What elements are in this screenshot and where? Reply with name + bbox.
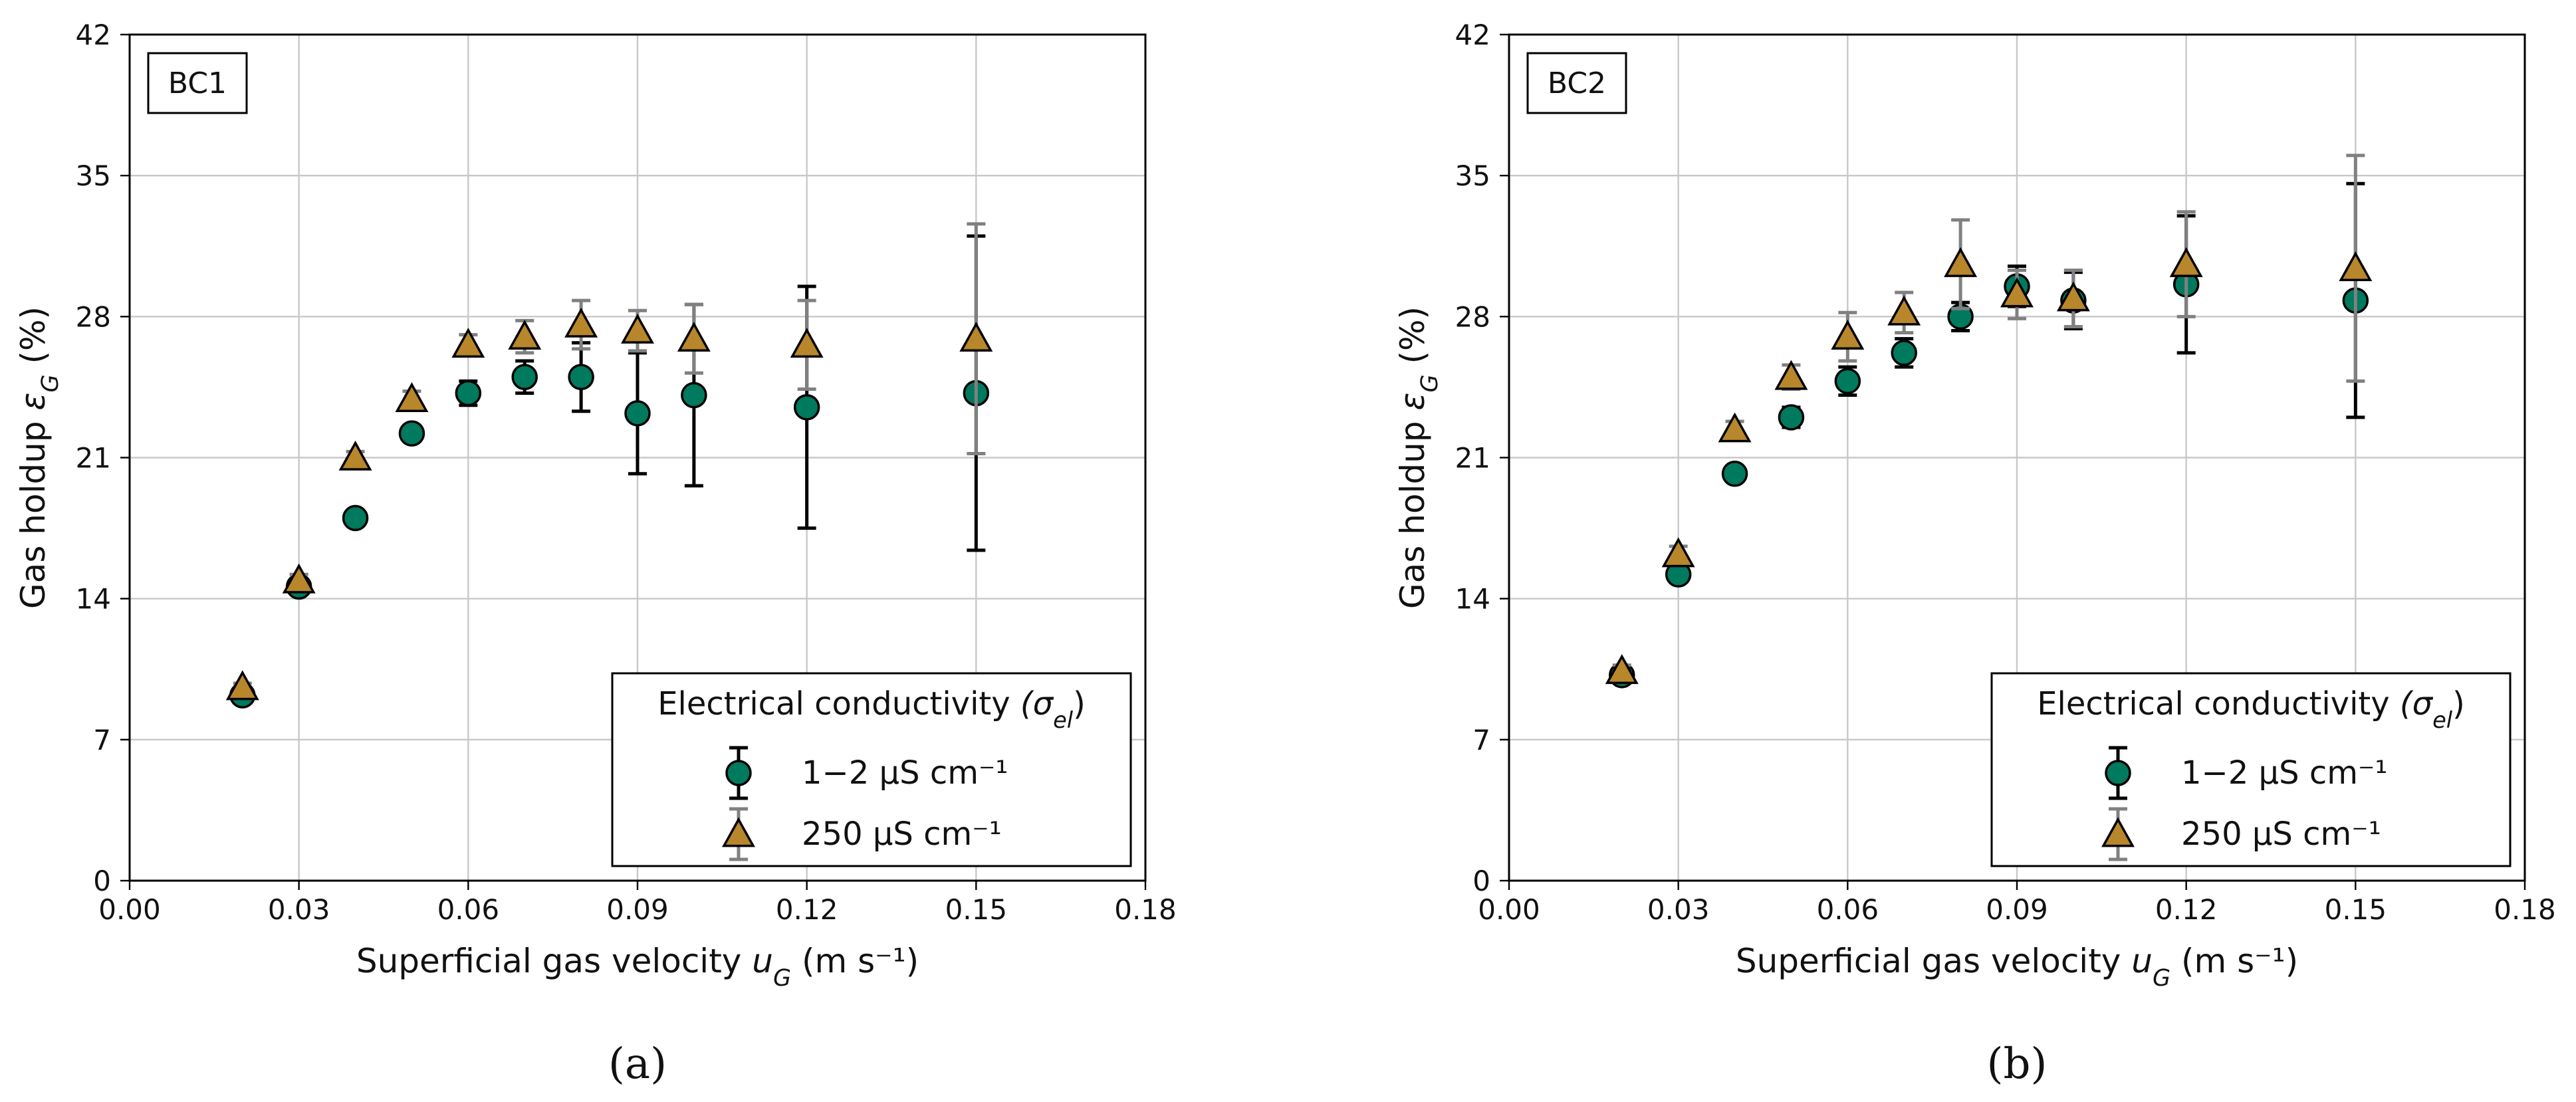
data-point: [1834, 368, 1861, 395]
panel-tag-box: [147, 52, 248, 114]
data-point: [225, 670, 259, 701]
data-point: [793, 393, 820, 421]
data-point: [511, 364, 538, 391]
legend-marker-circle: [725, 760, 752, 786]
data-point: [624, 400, 651, 427]
data-point: [621, 313, 654, 344]
y-tick-label: 0: [93, 865, 111, 897]
data-point: [1831, 320, 1865, 350]
data-point: [681, 382, 707, 409]
y-tick-label: 21: [1455, 442, 1490, 475]
y-tick-label: 35: [76, 160, 111, 192]
legend-title: Electrical conductivity (σel): [657, 685, 1086, 733]
data-point: [2056, 281, 2090, 312]
legend-entry-label: 1−2 µS cm⁻¹: [2181, 754, 2388, 792]
x-tick-label: 0.12: [776, 893, 838, 926]
y-tick-label: 35: [1455, 160, 1490, 192]
data-point: [1721, 460, 1748, 487]
data-point: [2339, 251, 2373, 281]
data-point: [677, 322, 711, 352]
data-point: [455, 380, 482, 407]
y-axis-label: Gas holdup εG (%): [14, 306, 64, 609]
data-point: [508, 320, 542, 350]
chart-panel-bc2: 0.00 0.03 0.06 0.09 0.12 0.15 0.18 0 7 14 21 28 35 42…: [1393, 19, 2556, 1089]
data-point: [342, 504, 369, 532]
legend-marker-triangle: [2101, 817, 2135, 847]
data-point: [2169, 247, 2203, 277]
panel-tag: BC2: [1526, 52, 1627, 114]
data-point: [1887, 295, 1921, 326]
x-tick-label: 0.15: [2325, 893, 2387, 926]
y-axis-label: Gas holdup εG (%): [1393, 306, 1443, 609]
data-point: [1718, 412, 1752, 443]
legend-box: [611, 672, 1132, 867]
legend-marker-triangle: [722, 817, 755, 847]
y-tick-label: 0: [1472, 865, 1490, 897]
data-point: [1891, 340, 1917, 366]
panel-tag-label: BC2: [1548, 66, 1606, 100]
panel-tag: BC1: [147, 52, 248, 114]
y-tick-label: 28: [76, 300, 111, 333]
x-tick-label: 0.06: [437, 893, 500, 926]
data-point: [395, 382, 429, 412]
panel-caption: (b): [1987, 1040, 2048, 1089]
panel-tag-label: BC1: [168, 66, 227, 100]
chart-panel-bc1: 0.00 0.03 0.06 0.09 0.12 0.15 0.18 0 7 14 21 28 35 42…: [14, 19, 1177, 1089]
x-tick-label: 0.18: [1114, 893, 1177, 926]
panel-caption: (a): [608, 1040, 667, 1089]
x-tick-label: 0.06: [1817, 893, 1879, 926]
legend-entry-label: 250 µS cm⁻¹: [2181, 816, 2381, 853]
plot-frame: [1508, 33, 2526, 882]
panel-tag-box: [1526, 52, 1627, 114]
data-point: [338, 440, 372, 471]
y-tick-label: 7: [1472, 724, 1490, 756]
y-tick-label: 28: [1455, 300, 1490, 333]
x-tick-label: 0.15: [945, 893, 1008, 926]
legend: Electrical conductivity (σel) 1−2 µS cm⁻¹…: [611, 672, 1132, 867]
x-tick-label: 0.03: [268, 893, 330, 926]
y-tick-label: 42: [76, 19, 111, 51]
data-point: [451, 328, 485, 358]
legend-title: Electrical conductivity (σel): [2037, 685, 2465, 733]
legend-entry-label: 1−2 µS cm⁻¹: [802, 754, 1008, 792]
data-point: [959, 322, 993, 352]
x-axis-label: Superficial gas velocity uG (m s⁻¹): [356, 942, 919, 992]
series-high-conductivity: [1605, 154, 2373, 685]
legend-marker-circle: [2105, 760, 2131, 786]
y-tick-label: 42: [1455, 19, 1490, 51]
data-point: [1778, 404, 1805, 431]
data-point: [282, 563, 316, 594]
x-tick-label: 0.03: [1647, 893, 1710, 926]
data-point: [564, 307, 598, 338]
x-tick-label: 0.00: [98, 893, 161, 926]
series-low-conductivity: [229, 234, 990, 709]
y-tick-label: 21: [76, 442, 111, 475]
x-tick-label: 0.09: [1986, 893, 2048, 926]
legend-entry-label: 250 µS cm⁻¹: [802, 816, 1002, 853]
data-point: [790, 328, 824, 358]
y-tick-label: 14: [76, 583, 111, 615]
legend: Electrical conductivity (σel) 1−2 µS cm⁻¹…: [1990, 672, 2512, 867]
data-point: [398, 420, 425, 447]
data-point: [1774, 360, 1808, 390]
legend-box: [1990, 672, 2512, 867]
data-point: [2000, 277, 2034, 308]
x-tick-label: 0.00: [1478, 893, 1540, 926]
x-tick-label: 0.09: [606, 893, 669, 926]
plot-frame: [128, 33, 1147, 882]
y-tick-label: 7: [93, 724, 111, 756]
data-point: [1944, 247, 1978, 277]
x-axis-label: Superficial gas velocity uG (m s⁻¹): [1736, 942, 2298, 992]
data-point: [1605, 654, 1639, 685]
series-high-conductivity: [225, 222, 993, 701]
x-tick-label: 0.18: [2494, 893, 2556, 926]
data-point: [1661, 537, 1695, 568]
x-tick-label: 0.12: [2155, 893, 2218, 926]
y-tick-label: 14: [1455, 583, 1490, 615]
data-point: [568, 364, 594, 391]
